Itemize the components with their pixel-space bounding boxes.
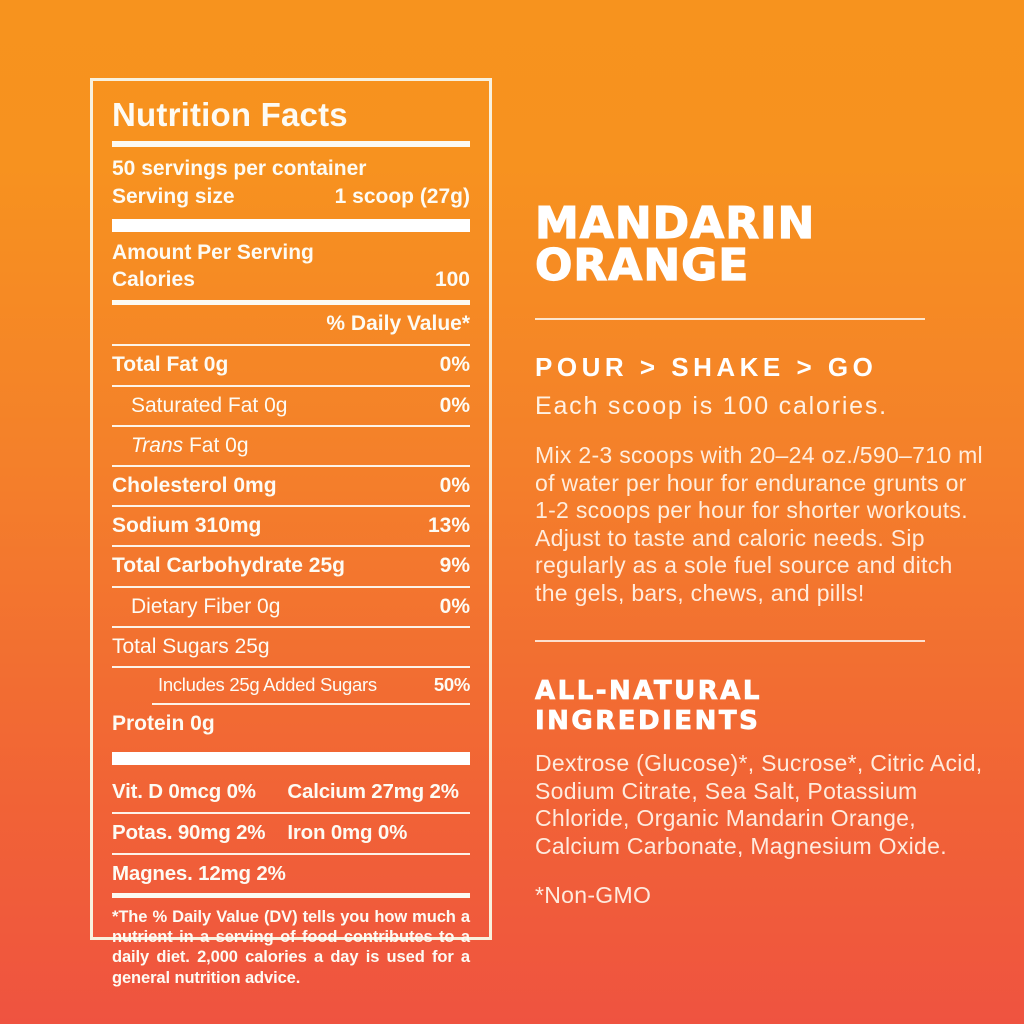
divider <box>112 424 470 427</box>
divider <box>112 625 470 628</box>
flavor-title-line2: ORANGE <box>534 240 750 291</box>
flavor-title-line1: MANDARIN <box>534 198 816 249</box>
nutrient-row-dietary-fiber: Dietary Fiber 0g 0% <box>131 594 470 618</box>
divider <box>112 811 470 814</box>
micronutrients-row-2: Potas. 90mg 2% Iron 0mg 0% <box>112 814 470 853</box>
micronutrients-row-3: Magnes. 12mg 2% <box>112 855 470 894</box>
flavor-title: MANDARIN ORANGE <box>534 198 987 291</box>
non-gmo-note: *Non-GMO <box>535 882 652 908</box>
nutrient-row-cholesterol: Cholesterol 0mg 0% <box>112 473 470 497</box>
divider <box>112 384 470 387</box>
divider <box>112 505 470 508</box>
ingredients-title: ALL-NATURAL INGREDIENTS <box>535 676 762 737</box>
amount-per-serving-label: Amount Per Serving <box>112 240 314 264</box>
calories-tagline: Each scoop is 100 calories. <box>535 392 888 420</box>
iron-value: Iron 0mg 0% <box>287 820 408 844</box>
product-info-panel: MANDARIN ORANGE POUR > SHAKE > GO Each s… <box>534 198 987 910</box>
calories-row: Calories 100 <box>112 266 470 293</box>
nutrition-facts-panel: Nutrition Facts 50 servings per containe… <box>90 78 492 987</box>
divider <box>535 640 925 642</box>
serving-size-row: Serving size 1 scoop (27g) <box>112 183 470 210</box>
nutrient-row-trans-fat: Trans Fat 0g <box>131 433 249 457</box>
usage-tagline: POUR > SHAKE > GO <box>535 352 878 382</box>
nutrient-row-saturated-fat: Saturated Fat 0g 0% <box>131 393 470 417</box>
potassium-value: Potas. 90mg 2% <box>112 820 266 844</box>
calcium-value: Calcium 27mg 2% <box>287 780 459 804</box>
divider <box>112 300 470 306</box>
ingredients-text: Dextrose (Glucose)*, Sucrose*, Citric Ac… <box>535 750 983 859</box>
servings-per-container: 50 servings per container <box>112 157 367 181</box>
thick-separator-bar <box>112 752 470 766</box>
divider <box>112 141 470 148</box>
nutrient-row-sodium: Sodium 310mg 13% <box>112 514 470 538</box>
daily-value-footnote: *The % Daily Value (DV) tells you how mu… <box>112 908 470 987</box>
serving-size-label: Serving size <box>112 184 235 208</box>
calories-value: 100 <box>434 268 470 292</box>
divider <box>112 585 470 588</box>
nutrition-facts-title: Nutrition Facts <box>112 96 348 133</box>
magnesium-value: Magnes. 12mg 2% <box>112 861 286 885</box>
serving-size-value: 1 scoop (27g) <box>334 184 470 208</box>
nutrient-row-protein: Protein 0g <box>112 712 215 736</box>
vitamin-d-value: Vit. D 0mcg 0% <box>112 780 256 804</box>
nutrient-row-total-sugars: Total Sugars 25g <box>112 634 270 658</box>
micronutrients-row-1: Vit. D 0mcg 0% Calcium 27mg 2% <box>112 773 470 812</box>
divider <box>112 893 470 899</box>
divider <box>535 318 925 320</box>
divider <box>112 464 470 467</box>
nutrient-row-total-carbohydrate: Total Carbohydrate 25g 9% <box>112 554 470 578</box>
divider <box>112 545 470 548</box>
nutrient-row-total-fat: Total Fat 0g 0% <box>112 353 470 377</box>
thick-separator-bar <box>112 218 470 232</box>
divider <box>112 344 470 347</box>
divider <box>112 852 470 855</box>
daily-value-header: % Daily Value* <box>326 312 470 336</box>
divider <box>112 665 470 668</box>
calories-label: Calories <box>112 268 195 292</box>
nutrient-row-added-sugars: Includes 25g Added Sugars 50% <box>158 673 470 695</box>
divider <box>152 703 470 706</box>
directions-text: Mix 2-3 scoops with 20–24 oz./590–710 ml… <box>535 442 983 606</box>
